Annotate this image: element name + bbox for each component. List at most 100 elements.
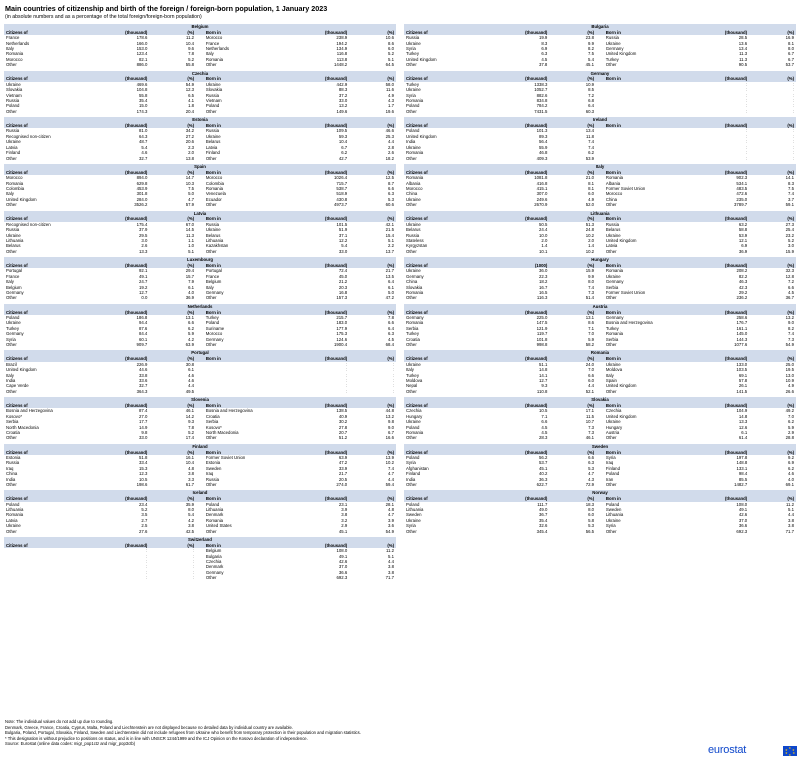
thousand-header: (thousand): [502, 216, 550, 222]
country-title-row: Italy: [404, 163, 796, 170]
born-in-thousand: 11.3: [739, 56, 748, 62]
born-in-percent: 5.1: [788, 507, 794, 513]
citizens-country: Lithuania: [6, 507, 24, 513]
thousand-header: (thousand): [702, 29, 750, 36]
born-in-header: Born in: [603, 76, 703, 82]
citizens-percent: 6.6: [588, 454, 595, 460]
citizens-thousand: 9.3: [541, 383, 548, 389]
born-in-header: Born in: [203, 356, 303, 362]
born-in-percent: 2.2: [388, 243, 394, 249]
born-in-percent: 8.0: [788, 46, 794, 52]
gap: [196, 295, 204, 300]
citizens-percent: 13.8: [185, 155, 195, 161]
country-name: Latvia: [4, 210, 396, 217]
born-in-percent: 13.2: [785, 315, 794, 321]
born-in-country: Ecuador: [205, 196, 222, 202]
born-in-country: Morocco: [605, 191, 623, 197]
table-row: Other 110.8 52.1 Other 141.5 26.6: [404, 389, 796, 394]
born-in-thousand: 3789.7: [734, 202, 748, 208]
citizens-header: Citizens of: [404, 263, 503, 269]
citizens-percent: 30.8: [185, 361, 195, 367]
born-in-percent: 16.6: [385, 435, 394, 441]
citizens-percent: 56.5: [585, 528, 595, 534]
citizens-percent: 29.4: [185, 268, 195, 274]
citizens-percent: 6.6: [188, 320, 195, 326]
citizens-percent: 7.5: [588, 51, 595, 57]
percent-header: (%): [149, 263, 197, 269]
born-in-country: Finland: [605, 465, 620, 471]
citizens-percent: 7.9: [188, 279, 195, 285]
born-in-thousand: 101.5: [336, 221, 348, 227]
born-in-country: Iraq: [605, 460, 614, 466]
born-in-country: Turkey: [205, 315, 219, 321]
table-row: Russia 37.9 14.5 Ukraine 51.9 21.5: [4, 227, 396, 232]
citizens-country: Ukraine: [6, 232, 21, 238]
gap: [596, 76, 604, 82]
not-available: :: [146, 548, 148, 554]
citizens-thousand: 33.8: [138, 372, 148, 378]
thousand-header: (thousand): [102, 169, 150, 176]
gap: [596, 202, 604, 207]
born-in-percent: 42.1: [385, 221, 394, 227]
citizens-percent: 5.2: [188, 56, 195, 62]
table-row: Poland 101.3 13.4::: [404, 128, 796, 133]
citizens-country: Ukraine: [6, 523, 21, 529]
born-in-country: Ukraine: [605, 361, 621, 367]
citizens-percent: 46.1: [585, 435, 595, 441]
citizens-header: Citizens of: [404, 449, 503, 455]
citizens-percent: 10.3: [185, 180, 195, 186]
citizens-percent: 5.9: [188, 331, 195, 337]
born-in-percent: 71.7: [785, 528, 794, 534]
born-in-percent: 25.4: [785, 227, 794, 233]
table-row: Ukraine 8.3 9.9 Ukraine 13.6 8.1: [404, 41, 796, 46]
table-row: Other 3526.2 57.9 Other 4973.7 60.6: [4, 202, 396, 207]
thousand-header: (thousand): [102, 76, 150, 82]
born-in-country: Lithuania: [605, 512, 624, 518]
citizens-percent: 4.0: [188, 290, 195, 296]
born-in-percent: 3.8: [788, 523, 794, 529]
citizens-country: Slovakia: [6, 87, 23, 93]
born-in-country: Ukraine: [605, 419, 621, 425]
citizens-thousand: 56.2: [538, 454, 548, 460]
gap: [196, 389, 204, 394]
country-name: Czechia: [4, 70, 396, 77]
citizens-thousand: 0.0: [141, 295, 148, 301]
born-in-header: Born in: [203, 309, 303, 316]
born-in-percent: 5.9: [788, 424, 794, 430]
citizens-thousand: 453.9: [136, 185, 148, 191]
citizens-percent: 17.1: [585, 408, 595, 414]
citizens-percent: 10.2: [585, 248, 595, 254]
citizens-country: Albania: [406, 180, 421, 186]
citizens-country: Other: [6, 108, 17, 114]
citizens-country: Poland: [406, 103, 420, 109]
citizens-percent: 4.2: [188, 517, 195, 523]
citizens-thousand: 56.4: [538, 139, 548, 145]
table-row: Other 27.6 42.5 Other 45.1 54.9: [4, 529, 396, 534]
born-in-thousand: 124.6: [336, 336, 348, 342]
gap: [596, 356, 604, 362]
born-in-country: Romania: [205, 185, 224, 191]
born-in-thousand: 11.3: [739, 51, 748, 57]
born-in-percent: 18.2: [385, 155, 394, 161]
citizens-country: Recognised non-citizen: [6, 133, 51, 139]
born-in-thousand: 37.1: [338, 232, 348, 238]
citizens-percent: 4.6: [188, 377, 195, 383]
country-block-netherlands: Netherlands Citizens of (thousand) (%) Born …: [4, 303, 396, 348]
gap: [596, 529, 604, 534]
table-row: Other 409.3 53.9::: [404, 156, 796, 161]
citizens-percent: 7.3: [588, 424, 595, 430]
table-row: Russia 35.4 4.1 Vietnam 33.0 4.3: [4, 98, 396, 103]
table-row: Bosnia and Herzegovina 87.4 46.1 Bosnia and…: [4, 408, 396, 413]
citizens-thousand: 24.7: [138, 279, 148, 285]
citizens-country: Italy: [6, 279, 14, 285]
citizens-percent: 4.8: [188, 465, 195, 471]
country-block-norway: Norway Citizens of (thousand) (%) Born in (th…: [404, 490, 796, 534]
citizens-percent: 8.5: [588, 87, 595, 93]
citizens-country: Other: [6, 435, 17, 441]
citizens-country: Stateless: [406, 237, 424, 243]
born-in-percent: 5.3: [388, 196, 394, 202]
footnote-refugees: Bulgaria, Poland, Portugal, Slovakia, Fi…: [5, 730, 361, 736]
footnotes: Note: The individual values do not add u…: [5, 719, 625, 747]
table-row: France 49.1 15.7 France 45.0 13.5: [4, 274, 396, 279]
born-in-country: Czechia: [605, 408, 622, 414]
